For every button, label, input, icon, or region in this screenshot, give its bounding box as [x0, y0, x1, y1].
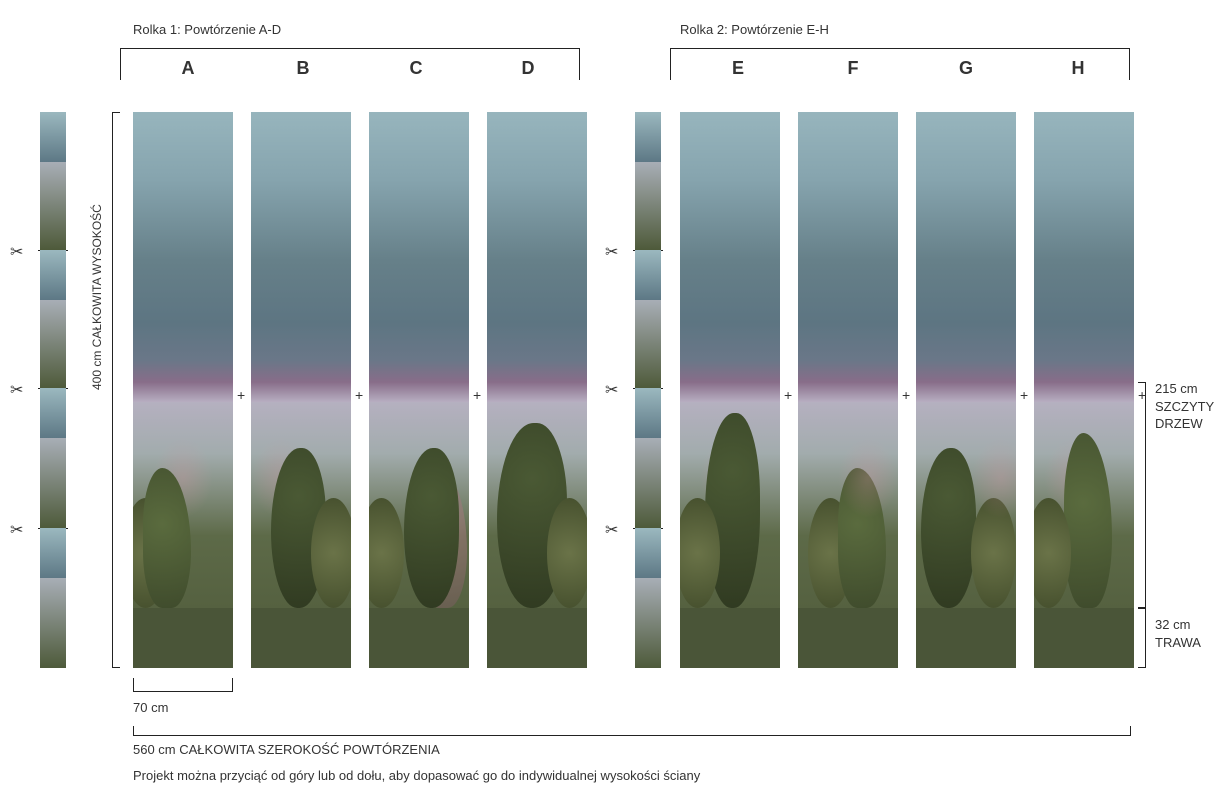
alignment-plus: +: [1020, 387, 1028, 403]
panel-width-label: 70 cm: [133, 700, 168, 715]
preview-strip-left: ✂ ✂ ✂: [40, 112, 66, 668]
panel-letter-b: B: [253, 58, 353, 79]
main-panels-area: + + + + + + +: [112, 112, 1143, 668]
scissors-icon: ✂: [10, 380, 23, 400]
wallpaper-panel-a: [133, 112, 233, 668]
panel-width-bracket: [133, 678, 233, 692]
alignment-plus: +: [902, 387, 910, 403]
panel-letter-c: C: [366, 58, 466, 79]
tree-tops-label: 215 cm SZCZYTY DRZEW: [1155, 380, 1214, 433]
wallpaper-panel-f: [798, 112, 898, 668]
wallpaper-panel-b: [251, 112, 351, 668]
wallpaper-panel-h: [1034, 112, 1134, 668]
crop-note: Projekt można przyciąć od góry lub od do…: [133, 768, 700, 783]
alignment-plus: +: [355, 387, 363, 403]
panel-letter-f: F: [803, 58, 903, 79]
total-width-label: 560 cm CAŁKOWITA SZEROKOŚĆ POWTÓRZENIA: [133, 742, 440, 757]
roll-2-label: Rolka 2: Powtórzenie E-H: [680, 22, 829, 37]
panel-letter-a: A: [138, 58, 238, 79]
panel-letter-g: G: [916, 58, 1016, 79]
alignment-plus: +: [473, 387, 481, 403]
scissors-icon: ✂: [10, 520, 23, 540]
total-height-label: 400 cm CAŁKOWITA WYSOKOŚĆ: [90, 204, 104, 390]
panel-letter-e: E: [688, 58, 788, 79]
grass-label: 32 cm TRAWA: [1155, 616, 1201, 651]
grass-bracket: [1138, 608, 1146, 668]
alignment-plus: +: [784, 387, 792, 403]
total-width-bracket: [133, 726, 1131, 736]
alignment-plus: +: [237, 387, 245, 403]
wallpaper-panel-c: [369, 112, 469, 668]
roll-1-label: Rolka 1: Powtórzenie A-D: [133, 22, 281, 37]
panel-letter-h: H: [1028, 58, 1128, 79]
wallpaper-panel-g: [916, 112, 1016, 668]
wallpaper-panel-e: [680, 112, 780, 668]
scissors-icon: ✂: [10, 242, 23, 262]
tree-tops-bracket: [1138, 382, 1146, 608]
panel-letter-d: D: [478, 58, 578, 79]
wallpaper-panel-d: [487, 112, 587, 668]
